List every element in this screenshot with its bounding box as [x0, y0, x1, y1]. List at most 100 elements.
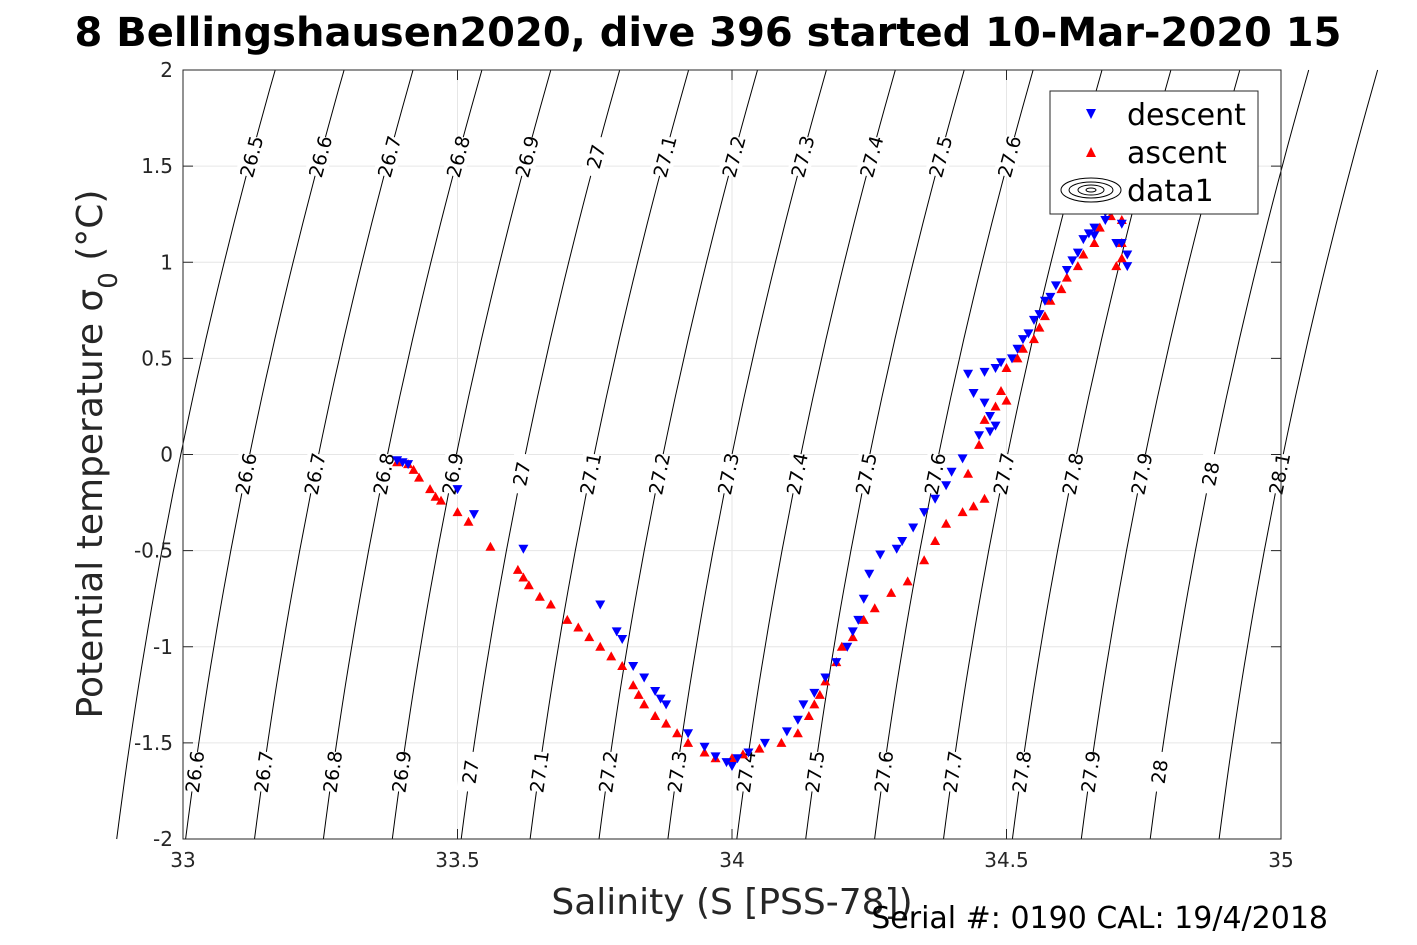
ascent-point — [1017, 343, 1028, 353]
isopycnal-label-bg — [1076, 750, 1105, 794]
descent-point — [979, 367, 990, 377]
isopycnal-label-bg — [782, 451, 812, 496]
descent-point — [732, 754, 743, 764]
isopycnal-labels: 26.5 26.6 26.7 26.8 26.9 27 27.1 27.2 27.3 27.4 27… — [180, 133, 1295, 794]
descent-point — [919, 508, 930, 518]
isopycnal-label-bg — [924, 134, 957, 179]
descent-point — [891, 544, 902, 554]
descent-point — [1089, 231, 1100, 241]
descent-point — [655, 694, 666, 704]
descent-point — [875, 550, 886, 560]
isopycnal-label-bg — [732, 750, 760, 793]
descent-point — [957, 454, 968, 464]
ascent-point — [814, 689, 825, 699]
descent-point — [809, 688, 820, 698]
descent-point — [1122, 262, 1133, 272]
ascent-point — [1034, 322, 1045, 332]
isopycnal-label-bg — [1007, 750, 1036, 794]
descent-point — [1122, 250, 1133, 260]
isopycnal-line — [116, 69, 276, 840]
descent-point — [743, 748, 754, 758]
legend-ascent-marker — [1086, 147, 1096, 157]
descent-point — [1006, 354, 1017, 364]
ascent-point — [639, 699, 650, 709]
isopycnal-label-bg — [1126, 451, 1157, 496]
y-axis-label-unit: (°C) — [70, 190, 111, 273]
ascent-point — [792, 728, 803, 738]
isopycnal-label-bg — [644, 451, 674, 496]
serial-cal-footer: Serial #: 0190 CAL: 19/4/2018 — [871, 901, 1328, 936]
descent-point — [1034, 310, 1045, 320]
descent-point — [639, 673, 650, 683]
y-tick-label: -2 — [153, 827, 173, 851]
axes: 33 33.5 34 34.5 35 2 1.5 1 0.5 0 -0.5 -1 -1.5 -2 — [134, 58, 1294, 872]
chart-title: 8 Bellingshausen2020, dive 396 started 1… — [75, 10, 1342, 56]
isopycnal-label-bg — [299, 451, 330, 496]
ascent-point — [930, 536, 941, 546]
isopycnal-label-bg — [580, 134, 612, 179]
descent-point — [853, 615, 864, 625]
descent-point — [1017, 335, 1028, 345]
ascent-point — [979, 414, 990, 424]
descent-point — [1100, 215, 1111, 225]
descent-point — [858, 594, 869, 604]
descent-point — [710, 752, 721, 762]
isopycnal-label-bg — [575, 451, 606, 496]
ascent-point — [803, 710, 814, 720]
isopycnal-label-bg — [442, 134, 474, 179]
isopycnal-label-bg — [920, 451, 950, 496]
descent-point — [820, 673, 831, 683]
x-tick-label: 33 — [170, 848, 195, 872]
descent-point — [403, 460, 414, 470]
descent-point — [1028, 315, 1039, 325]
y-tick-label: -1.5 — [134, 731, 173, 755]
ascent-point — [672, 728, 683, 738]
ascent-point — [974, 439, 985, 449]
ascent-point — [1056, 284, 1067, 294]
isopycnal-label-bg — [387, 750, 415, 793]
ascent-point — [562, 614, 573, 624]
isopycnal-label-bg — [235, 134, 268, 179]
descent-point — [798, 700, 809, 710]
isopycnal-label-bg — [988, 451, 1019, 496]
isopycnal-label-bg — [180, 750, 209, 793]
descent-point — [990, 363, 1001, 373]
ascent-point — [584, 632, 595, 642]
ascent-point — [463, 516, 474, 526]
isopycnal-label-bg — [663, 750, 691, 793]
x-tick-label: 33.5 — [435, 848, 480, 872]
descent-point — [781, 727, 792, 737]
isopycnal-label-bg — [786, 134, 819, 179]
ascent-point — [809, 699, 820, 709]
ascent-point — [847, 632, 858, 642]
descent-point — [699, 742, 710, 752]
legend-descent-label: descent — [1127, 98, 1246, 133]
isopycnal-label: 27 — [509, 460, 535, 488]
ascent-point — [699, 747, 710, 757]
descent-point — [930, 494, 941, 504]
ascent-point — [430, 491, 441, 501]
descent-point — [963, 369, 974, 379]
ascent-point — [902, 576, 913, 586]
descent-point — [727, 761, 737, 771]
ascent-point — [683, 737, 694, 747]
descent-point — [979, 398, 990, 408]
descent-point — [1039, 296, 1050, 306]
ascent-point — [523, 580, 534, 590]
descent-point — [842, 642, 853, 652]
descent-point — [452, 485, 463, 495]
ascent-point — [886, 587, 897, 597]
isopycnal-label-bg — [249, 750, 278, 793]
isopycnal-label-bg — [938, 750, 967, 793]
descent-point — [985, 427, 996, 437]
descent-point — [996, 358, 1007, 368]
y-tick-label: 0.5 — [141, 346, 173, 370]
ascent-point — [996, 386, 1007, 396]
ascent-point — [979, 493, 990, 503]
descent-point — [611, 627, 622, 637]
legend-descent-marker — [1086, 109, 1096, 119]
descent-point — [968, 388, 979, 398]
ascent-point — [661, 718, 672, 728]
descent-point — [1045, 292, 1056, 302]
isopycnal-label-bg — [525, 750, 553, 793]
